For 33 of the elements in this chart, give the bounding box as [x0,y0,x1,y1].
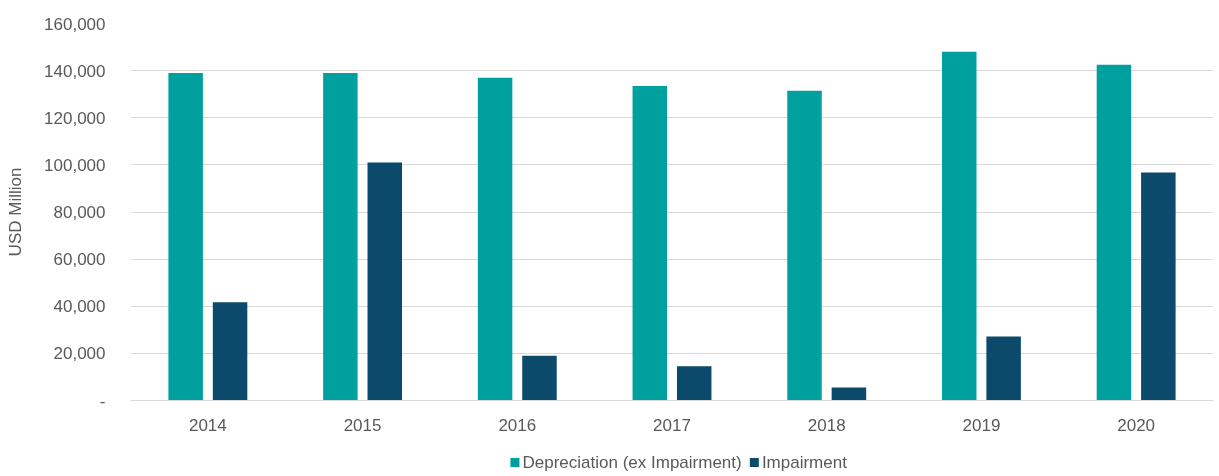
bar [477,77,513,401]
bar [1096,64,1132,401]
y-tick-label: 80,000 [53,203,106,222]
x-tick-label: 2019 [962,415,1001,435]
bar [168,72,203,401]
x-tick-label: 2017 [653,415,691,435]
x-tick-label: 2014 [188,415,227,435]
y-axis-title: USD Million [6,167,26,257]
bar [212,302,248,401]
y-tick-label: 120,000 [44,108,106,128]
y-tick-label: 40,000 [53,297,106,317]
bar [522,355,557,401]
x-tick-label: 2018 [807,415,846,435]
y-tick-label: 140,000 [44,61,106,81]
x-tick-label: 2016 [498,415,537,435]
legend-label: Impairment [761,453,848,472]
bar [1141,172,1176,401]
bar [367,162,403,401]
bar [787,90,822,401]
y-tick-label: 20,000 [53,344,106,364]
x-tick-label: 2020 [1117,415,1156,435]
bar [941,51,977,401]
bar [986,336,1021,401]
bar [831,387,867,401]
y-tick-label: 100,000 [44,155,106,175]
y-tick-label: 160,000 [44,14,106,34]
x-tick-label: 2015 [343,415,382,435]
legend-label: Depreciation (ex Impairment) [522,453,742,472]
bar [632,85,668,401]
y-tick-label: 60,000 [53,250,106,270]
y-tick-label: - [99,391,106,411]
bar [323,72,358,401]
bar [676,366,712,401]
